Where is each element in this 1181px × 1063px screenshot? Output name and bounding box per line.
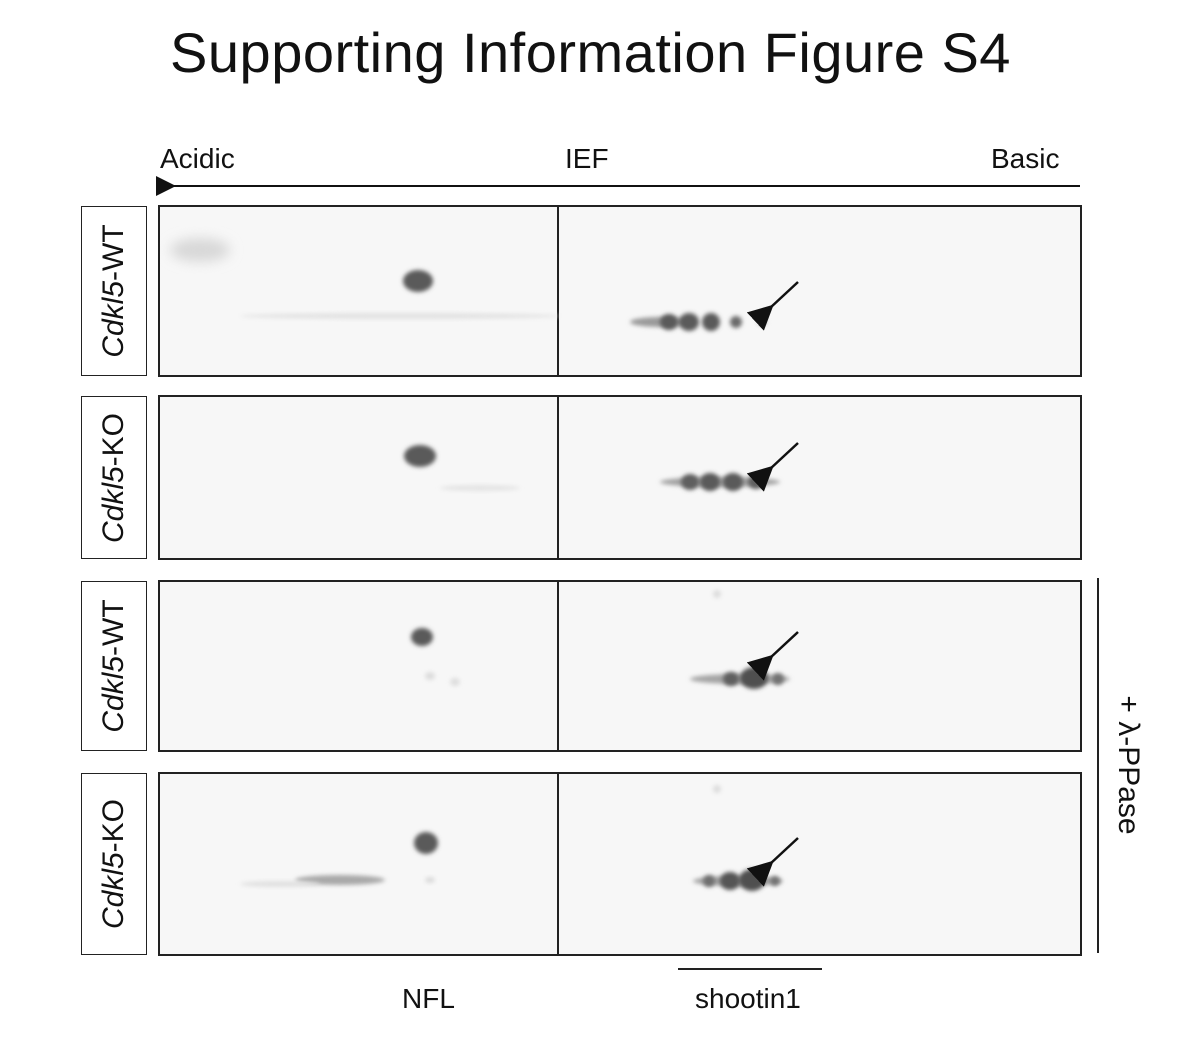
nfl-label: NFL [402, 983, 455, 1014]
gene-name: Cdkl5 [97, 852, 130, 930]
row-label-4: Cdkl5-KO [81, 773, 147, 955]
shootin-spot [723, 473, 743, 491]
shootin-spot [748, 475, 764, 489]
panel-3-spots [411, 590, 799, 689]
genotype: -KO [97, 798, 130, 853]
panel-4-spots [240, 785, 799, 891]
row-label-2: Cdkl5-KO [81, 396, 147, 559]
blot-panel-3 [158, 580, 1082, 752]
shootin-spot [700, 473, 720, 491]
genotype: -WT [97, 599, 130, 656]
shootin-spot [660, 314, 678, 330]
shootin-spot [739, 869, 765, 891]
gene-name: Cdkl5 [97, 280, 130, 358]
blot-panel-2 [158, 395, 1082, 560]
shootin-label: shootin1 [695, 983, 801, 1014]
shootin-spot [702, 313, 720, 331]
figure-title: Supporting Information Figure S4 [170, 21, 1011, 84]
genotype: -KO [97, 412, 130, 466]
shootin-spot [720, 872, 740, 890]
shootin-spot [770, 876, 780, 886]
nfl-spot [404, 445, 436, 467]
shootin-spot [723, 672, 739, 686]
ppase-label: + λ-PPase [1112, 695, 1145, 835]
shootin-spot [679, 313, 699, 331]
nfl-spot [403, 270, 433, 292]
ief-label: IEF [565, 143, 609, 174]
arrow-indicator [746, 442, 799, 492]
basic-label: Basic [991, 143, 1060, 174]
shootin-spot [772, 673, 784, 685]
gene-name: Cdkl5 [97, 465, 130, 543]
shootin-spot [703, 875, 715, 887]
blot-panel-1 [158, 205, 1082, 377]
shootin-spot [681, 474, 699, 490]
shootin-spot [740, 667, 768, 689]
shootin-spot [730, 316, 742, 328]
panel-2-spots [404, 442, 799, 492]
blot-panel-4 [158, 772, 1082, 956]
row-label-1: Cdkl5-WT [81, 206, 147, 376]
nfl-spot [411, 628, 433, 646]
arrow-indicator [746, 281, 799, 331]
genotype: -WT [97, 224, 130, 281]
row-label-3: Cdkl5-WT [81, 581, 147, 751]
panel-1-spots [170, 238, 799, 331]
gene-name: Cdkl5 [97, 655, 130, 733]
arrow-indicator [746, 631, 799, 681]
acidic-label: Acidic [160, 143, 235, 174]
arrow-indicator [746, 837, 799, 887]
nfl-spot [414, 832, 438, 854]
